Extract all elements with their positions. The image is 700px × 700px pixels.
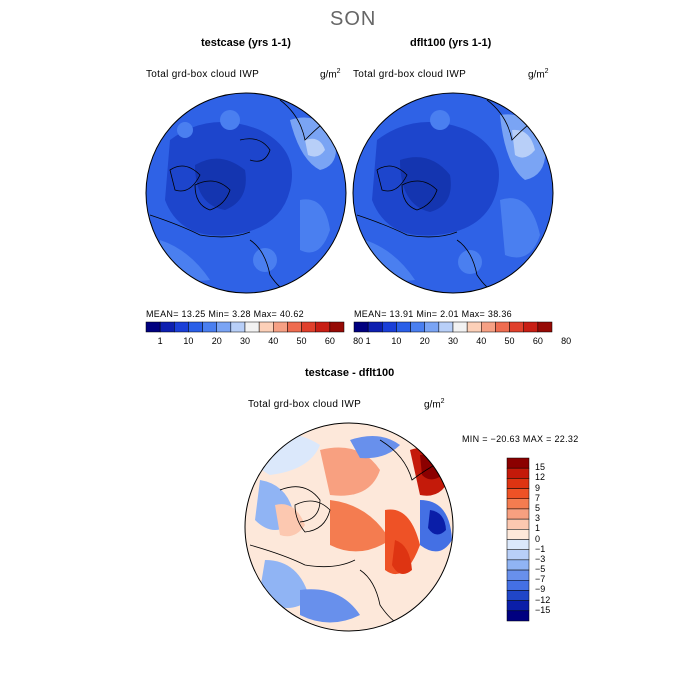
colorbar-testcase-swatch	[258, 321, 274, 333]
colorbar-difference-swatch	[506, 590, 530, 601]
colorbar-dflt100-tick-label: 40	[476, 336, 487, 346]
colorbar-difference-swatch	[506, 457, 530, 469]
panel-1-stats: MEAN= 13.25 Min= 3.28 Max= 40.62	[146, 309, 304, 319]
colorbar-difference-tick-label: 0	[535, 533, 541, 544]
panel-2-title: dflt100 (yrs 1-1)	[410, 37, 492, 49]
season-title: SON	[330, 8, 377, 30]
colorbar-difference-tick-label: −1	[535, 543, 546, 554]
colorbar-testcase-swatch	[174, 321, 189, 333]
colorbar-difference-tick-label: −3	[535, 553, 546, 564]
colorbar-testcase-swatch	[216, 321, 232, 333]
difference-variable: Total grd-box cloud IWP	[248, 399, 362, 410]
colorbar-difference-swatch	[506, 569, 530, 581]
panel-2-variable: Total grd-box cloud IWP	[353, 69, 467, 80]
colorbar-testcase-swatch	[202, 321, 217, 333]
colorbar-dflt100-swatch	[367, 321, 383, 333]
panel-1-units: g/m2	[320, 68, 341, 81]
panel-2-stats: MEAN= 13.91 Min= 2.01 Max= 38.36	[354, 309, 512, 319]
colorbar-testcase-tick-label: 10	[183, 336, 194, 346]
colorbar-difference-swatch	[506, 529, 530, 540]
colorbar-dflt100-swatch	[353, 321, 369, 333]
colorbar-testcase-swatch	[244, 321, 260, 333]
colorbar-difference-tick-label: 5	[535, 502, 541, 513]
colorbar-dflt100-swatch	[481, 321, 496, 333]
colorbar-difference-swatch	[506, 600, 530, 612]
colorbar-difference-swatch	[506, 610, 530, 622]
colorbar-difference-tick-label: −7	[535, 574, 546, 585]
colorbar-difference-swatch	[506, 580, 530, 591]
difference-minmax: MIN = −20.63 MAX = 22.32	[462, 434, 579, 444]
colorbar-difference-tick-label: 9	[535, 482, 541, 493]
map-difference	[245, 423, 453, 631]
colorbar-testcase-swatch	[230, 321, 246, 333]
colorbar-testcase-swatch	[287, 321, 302, 333]
colorbar-difference	[506, 457, 530, 622]
colorbar-dflt100-swatch	[410, 321, 425, 333]
colorbar-difference-swatch	[506, 498, 530, 510]
colorbar-difference-tick-label: 15	[535, 462, 546, 473]
colorbar-dflt100-tick-label: 60	[532, 336, 543, 346]
map-testcase	[146, 93, 346, 293]
colorbar-testcase-tick-label: 80	[353, 336, 364, 346]
colorbar-dflt100-swatch	[509, 321, 524, 333]
colorbar-testcase	[145, 321, 345, 333]
colorbar-testcase-swatch	[315, 321, 331, 333]
colorbar-dflt100-swatch	[523, 321, 539, 333]
colorbar-dflt100-swatch	[382, 321, 397, 333]
colorbar-difference-swatch	[506, 508, 530, 520]
colorbar-dflt100-tick-label: 1	[365, 336, 371, 346]
colorbar-dflt100-swatch	[495, 321, 510, 333]
colorbar-dflt100-swatch	[466, 321, 482, 333]
colorbar-difference-swatch	[506, 518, 530, 530]
colorbar-testcase-tick-label: 40	[268, 336, 279, 346]
colorbar-testcase-tick-label: 50	[296, 336, 307, 346]
colorbar-difference-swatch	[506, 478, 530, 489]
colorbar-dflt100-swatch	[537, 321, 553, 333]
colorbar-testcase-swatch	[188, 321, 203, 333]
colorbar-testcase-swatch	[301, 321, 316, 333]
colorbar-testcase-swatch	[159, 321, 175, 333]
colorbar-difference-swatch	[506, 467, 530, 479]
colorbar-difference-tick-label: 1	[535, 523, 541, 534]
colorbar-dflt100	[353, 321, 553, 333]
colorbar-difference-tick-label: 12	[535, 472, 546, 483]
colorbar-testcase-tick-label: 20	[211, 336, 222, 346]
difference-title: testcase - dflt100	[305, 367, 395, 379]
colorbar-difference-tick-label: −5	[535, 564, 546, 575]
colorbar-dflt100-swatch	[452, 321, 468, 333]
map-dflt100	[353, 93, 553, 293]
colorbar-difference-swatch	[506, 549, 530, 561]
colorbar-difference-swatch	[506, 539, 530, 550]
colorbar-dflt100-swatch	[438, 321, 454, 333]
colorbar-dflt100-swatch	[424, 321, 440, 333]
panel-1-variable: Total grd-box cloud IWP	[146, 69, 260, 80]
colorbar-dflt100-tick-label: 50	[504, 336, 515, 346]
colorbar-dflt100-tick-label: 10	[391, 336, 402, 346]
colorbar-difference-swatch	[506, 559, 530, 571]
colorbar-testcase-swatch	[145, 321, 161, 333]
colorbar-difference-swatch	[506, 488, 530, 499]
colorbar-testcase-tick-label: 1	[157, 336, 163, 346]
colorbar-dflt100-tick-label: 30	[447, 336, 458, 346]
colorbar-difference-tick-label: 7	[535, 492, 541, 503]
colorbar-dflt100-tick-label: 80	[561, 336, 572, 346]
difference-units: g/m2	[424, 398, 445, 411]
colorbar-testcase-swatch	[329, 321, 345, 333]
colorbar-difference-tick-label: 3	[535, 513, 541, 524]
colorbar-dflt100-swatch	[396, 321, 411, 333]
colorbar-testcase-swatch	[273, 321, 288, 333]
colorbar-dflt100-tick-label: 20	[419, 336, 430, 346]
panel-1-title: testcase (yrs 1-1)	[201, 37, 291, 49]
colorbar-testcase-tick-label: 30	[239, 336, 250, 346]
colorbar-difference-tick-label: −9	[535, 584, 546, 595]
colorbar-difference-tick-label: −15	[535, 604, 551, 615]
colorbar-testcase-tick-label: 60	[324, 336, 335, 346]
panel-2-units: g/m2	[528, 68, 549, 81]
colorbar-difference-tick-label: −12	[535, 594, 551, 605]
